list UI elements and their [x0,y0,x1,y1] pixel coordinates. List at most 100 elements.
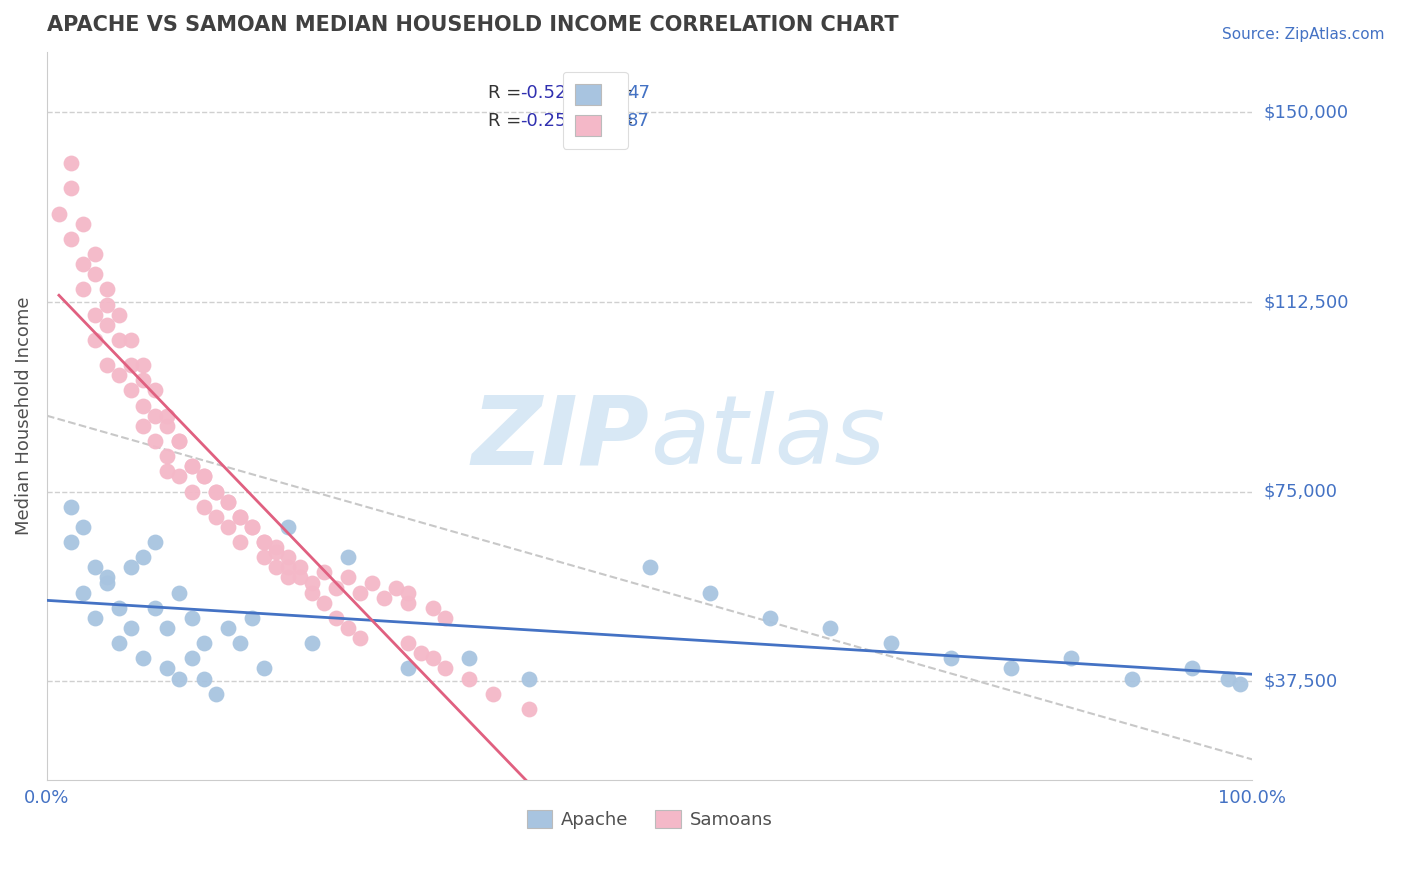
Point [422,651,444,665]
Point [301,636,323,650]
Point [277,570,299,584]
Y-axis label: Median Household Income: Median Household Income [15,296,32,535]
Text: N =: N = [588,112,640,130]
Point [120,384,142,398]
Point [264,560,287,574]
Point [132,399,155,413]
Point [59,232,82,246]
Point [879,636,901,650]
Point [759,611,782,625]
Text: -0.252: -0.252 [520,112,579,130]
Point [132,550,155,565]
Text: APACHE VS SAMOAN MEDIAN HOUSEHOLD INCOME CORRELATION CHART: APACHE VS SAMOAN MEDIAN HOUSEHOLD INCOME… [46,15,898,35]
Point [96,318,118,332]
Point [264,545,287,559]
Point [398,585,420,599]
Point [156,464,179,478]
Point [361,575,384,590]
Point [699,585,721,599]
Point [96,575,118,590]
Point [229,636,252,650]
Point [108,600,131,615]
Point [132,651,155,665]
Text: 87: 87 [627,112,650,130]
Point [1181,661,1204,675]
Point [253,535,276,549]
Point [156,661,179,675]
Point [180,459,202,474]
Point [398,596,420,610]
Point [277,550,299,565]
Point [253,661,276,675]
Point [337,570,360,584]
Point [301,575,323,590]
Point [132,358,155,372]
Point [457,651,479,665]
Point [180,459,202,474]
Point [169,469,191,483]
Point [217,494,239,508]
Point [217,494,239,508]
Point [59,181,82,195]
Point [145,600,167,615]
Point [96,297,118,311]
Point [120,621,142,635]
Point [169,434,191,448]
Text: $37,500: $37,500 [1264,672,1337,690]
Point [120,560,142,574]
Text: R =: R = [488,112,527,130]
Point [132,373,155,387]
Point [517,672,540,686]
Point [193,469,215,483]
Point [96,358,118,372]
Point [193,500,215,514]
Point [229,535,252,549]
Point [422,600,444,615]
Point [169,434,191,448]
Point [108,636,131,650]
Point [1216,672,1239,686]
Point [314,596,336,610]
Point [84,560,107,574]
Point [120,333,142,347]
Point [253,535,276,549]
Point [145,434,167,448]
Point [325,581,347,595]
Point [217,520,239,534]
Point [288,570,311,584]
Point [240,520,263,534]
Point [482,687,505,701]
Point [108,308,131,322]
Point [193,636,215,650]
Point [288,560,311,574]
Point [59,500,82,514]
Point [156,621,179,635]
Point [1000,661,1022,675]
Point [457,672,479,686]
Point [240,520,263,534]
Point [96,282,118,296]
Point [204,687,226,701]
Point [193,672,215,686]
Text: 47: 47 [627,84,650,102]
Point [120,358,142,372]
Point [240,611,263,625]
Point [349,631,371,645]
Point [349,585,371,599]
Point [145,409,167,423]
Point [59,535,82,549]
Point [301,585,323,599]
Point [337,621,360,635]
Point [108,333,131,347]
Point [398,636,420,650]
Point [193,469,215,483]
Point [217,621,239,635]
Point [180,611,202,625]
Point [84,611,107,625]
Text: Source: ZipAtlas.com: Source: ZipAtlas.com [1222,27,1385,42]
Point [72,217,94,231]
Point [517,702,540,716]
Text: N =: N = [588,84,640,102]
Point [169,672,191,686]
Point [314,566,336,580]
